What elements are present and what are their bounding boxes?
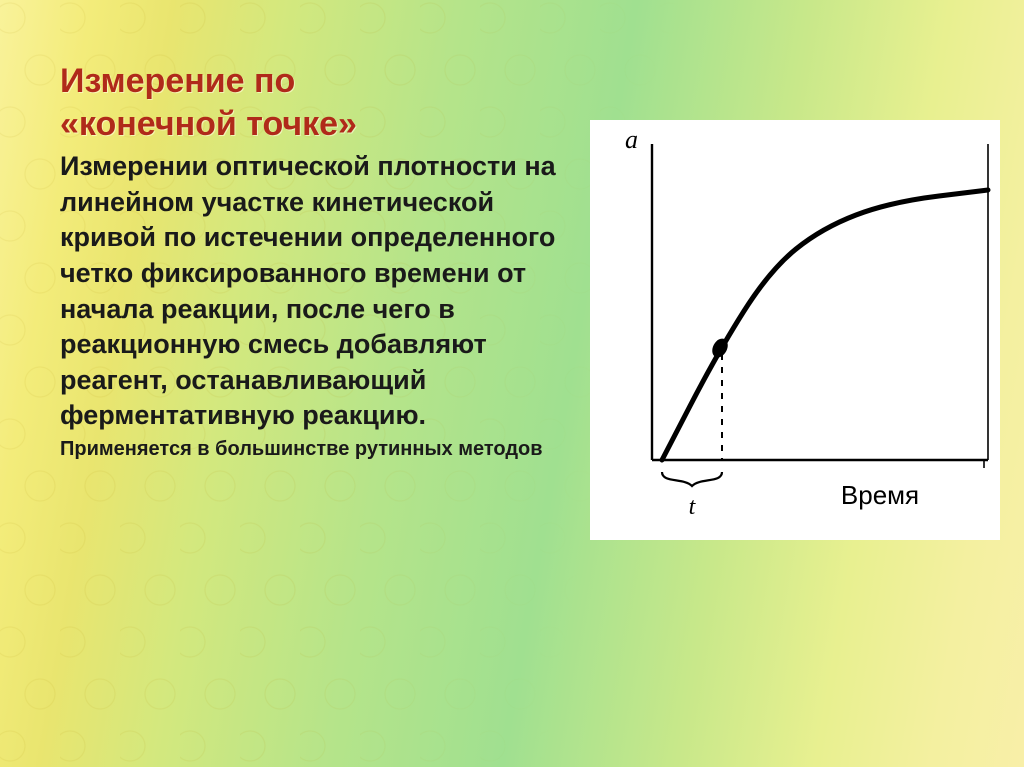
text-column: Измерение по «конечной точке» Измерении … xyxy=(60,60,580,727)
title-line-2: «конечной точке» xyxy=(60,105,357,143)
kinetic-curve-chart: aВремяt xyxy=(590,120,1000,540)
chart-column: aВремяt xyxy=(590,60,1000,727)
slide: Измерение по «конечной точке» Измерении … xyxy=(0,0,1024,767)
svg-text:a: a xyxy=(625,125,638,154)
slide-title: Измерение по «конечной точке» xyxy=(60,60,580,145)
svg-text:Время: Время xyxy=(841,480,919,510)
title-line-1: Измерение по xyxy=(60,62,295,100)
slide-body: Измерении оптической плотности на линейн… xyxy=(60,149,580,434)
slide-footnote: Применяется в большинстве рутинных метод… xyxy=(60,436,580,462)
